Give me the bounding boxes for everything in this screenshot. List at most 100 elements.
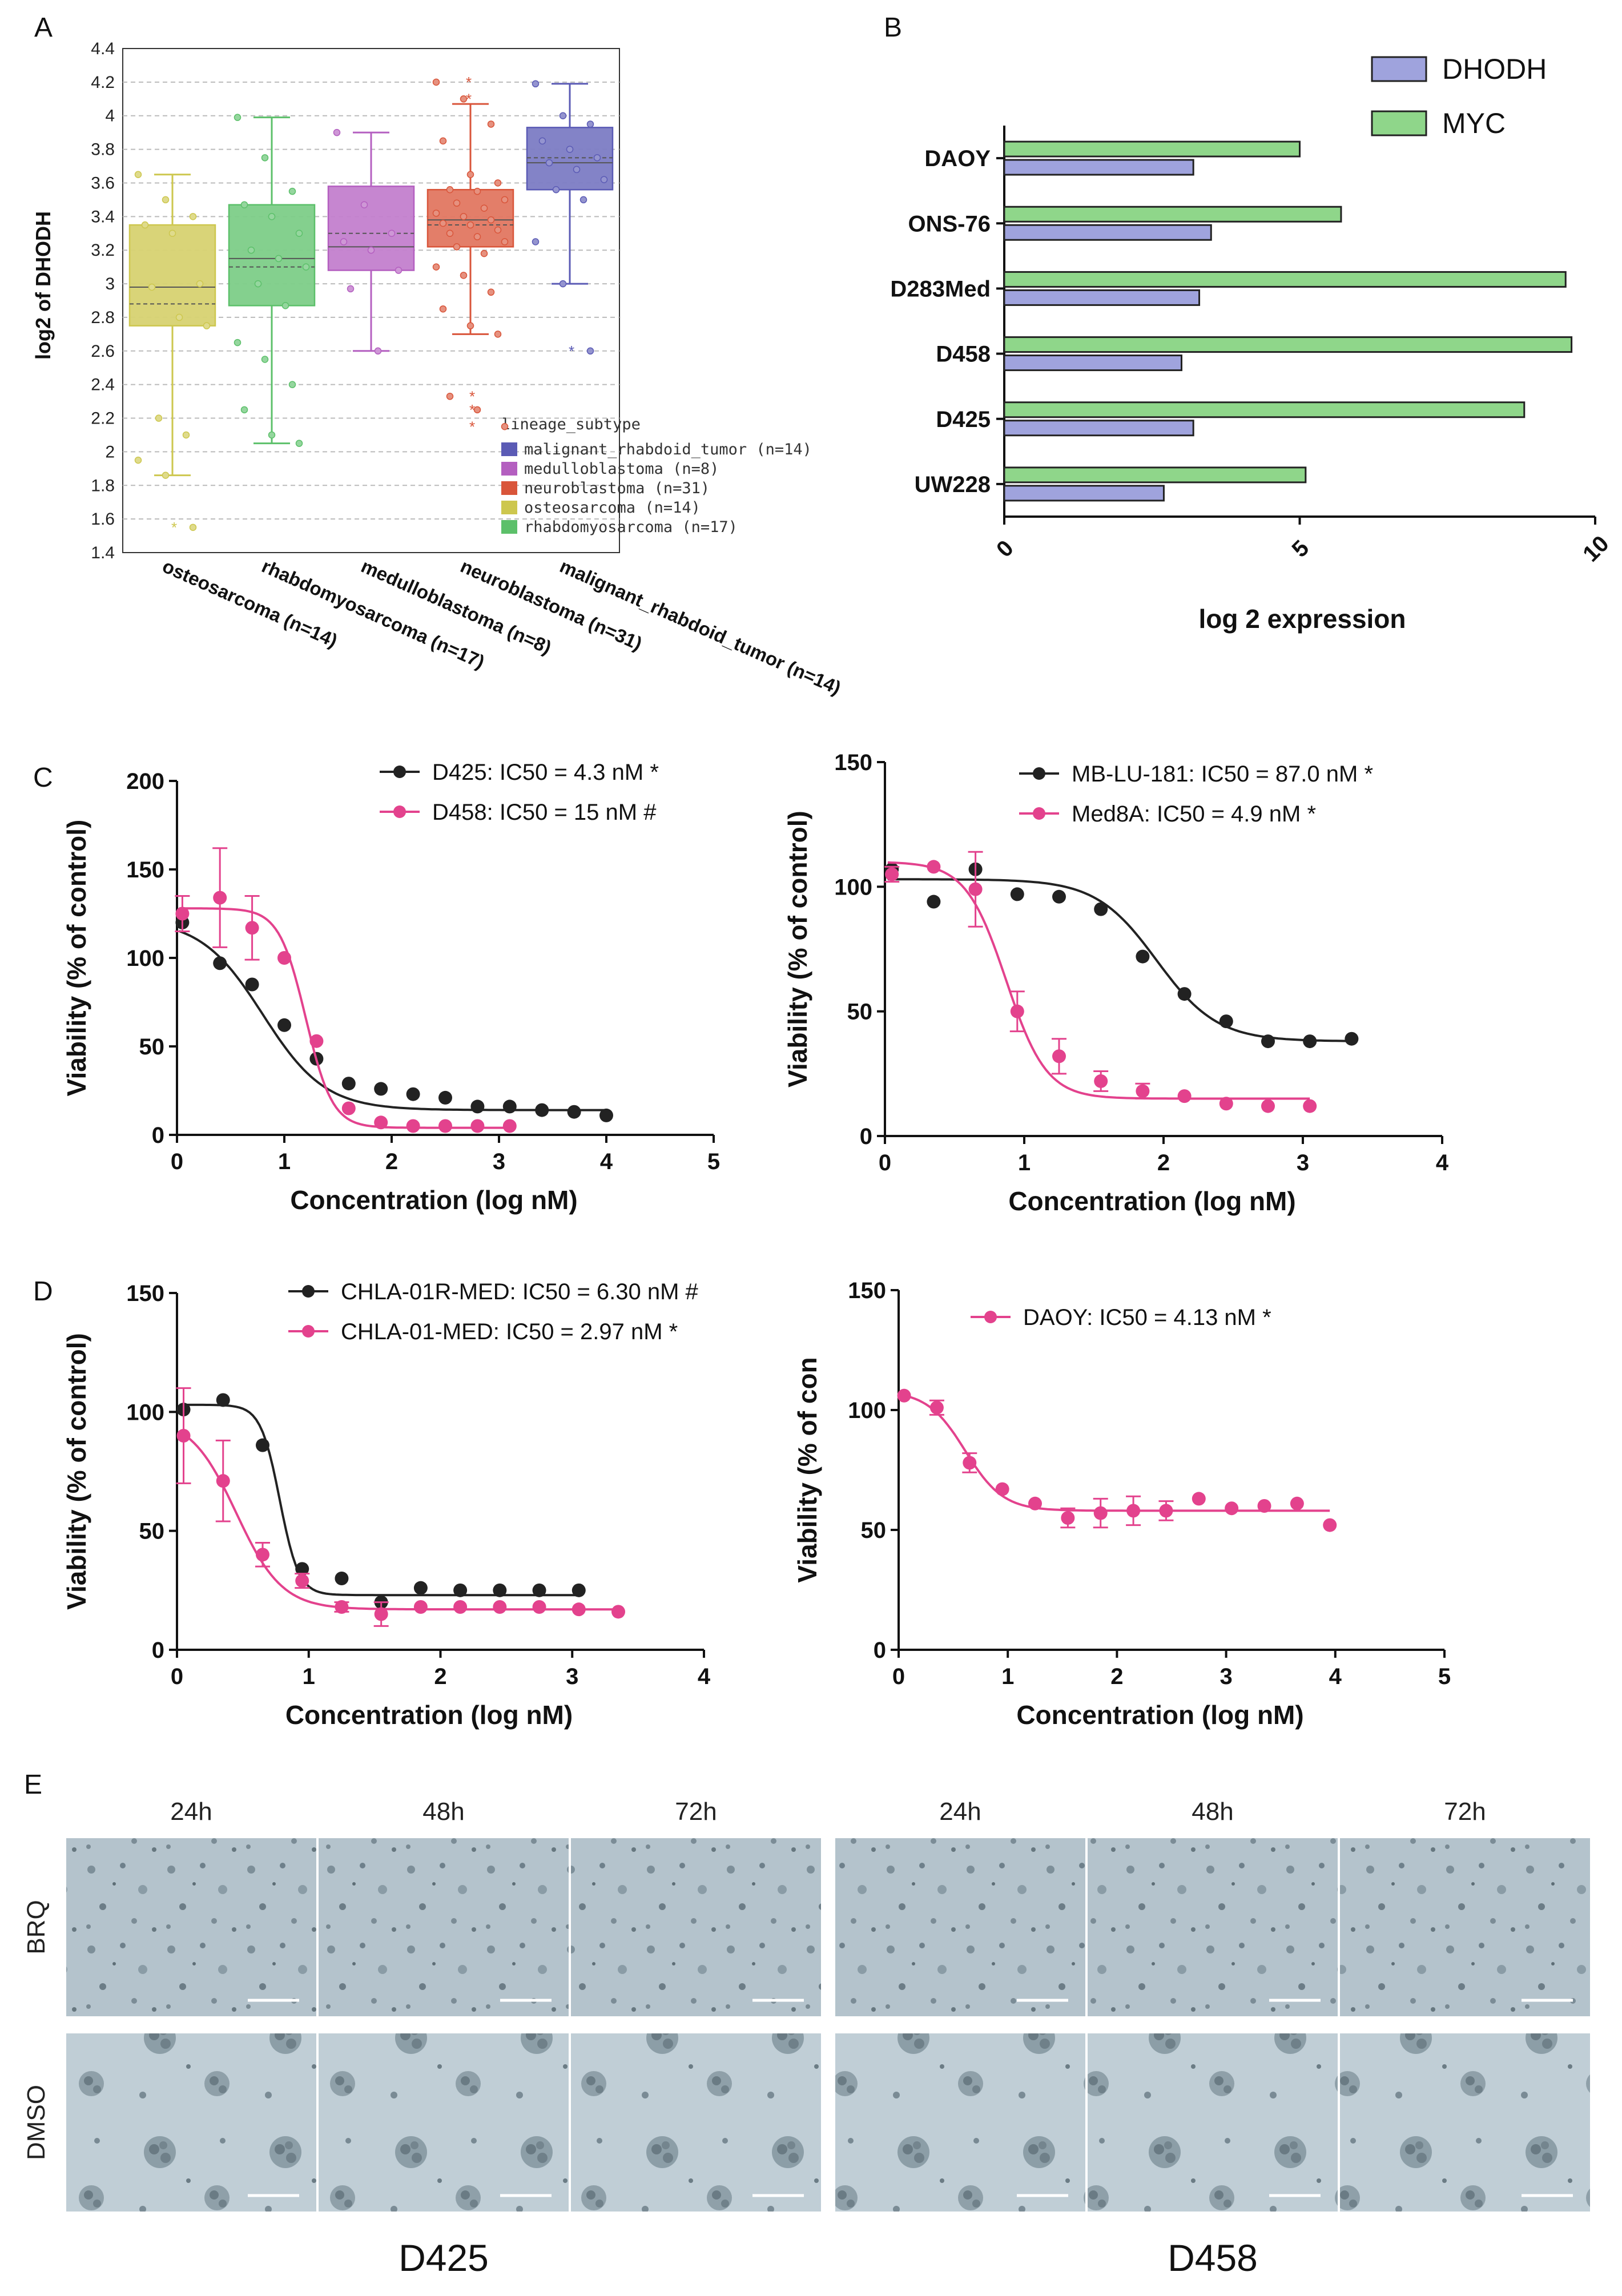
- panel-a-ytick: 1.4: [91, 543, 115, 562]
- panel-a-point: [367, 246, 375, 254]
- dose-point: [927, 860, 941, 874]
- dose-point: [255, 1438, 269, 1452]
- micrograph-row-label: DMSO: [22, 2085, 50, 2160]
- dose-xtick: 4: [698, 1664, 711, 1689]
- panel-a-point: [473, 187, 481, 195]
- dose-point: [995, 1482, 1009, 1496]
- dose-legend-label: CHLA-01-MED: IC50 = 2.97 nM *: [341, 1319, 678, 1344]
- panel-a-boxplot: log2 of DHODH lineage_subtype 1.41.61.82…: [31, 39, 844, 699]
- dose-point: [1061, 1511, 1075, 1525]
- panel-a-point: [288, 381, 296, 388]
- panel-a-point: [388, 229, 396, 237]
- dose-point: [1028, 1496, 1042, 1510]
- panel-a-point: [175, 313, 183, 321]
- dose-fit-curve: [179, 930, 606, 1111]
- panel-b-xtick: 10: [1578, 531, 1614, 567]
- panel-a-point: [141, 221, 149, 229]
- dose-ylabel: Viability (% of control): [783, 811, 812, 1087]
- panel-a-point: [374, 347, 382, 355]
- dose-point: [502, 1099, 517, 1114]
- panel-a-point: [162, 196, 170, 204]
- dose-point: [1219, 1097, 1233, 1111]
- dose-point: [571, 1602, 586, 1617]
- panel-b-bar-dhodh: [1003, 159, 1194, 176]
- dose-point: [438, 1090, 452, 1105]
- panel-a-point: [268, 431, 276, 439]
- dose-point: [277, 951, 291, 965]
- dose-xtick: 3: [493, 1149, 505, 1174]
- panel-a-point: [480, 204, 488, 212]
- panel-a-ytick: 4.2: [91, 73, 115, 92]
- dose-point: [1290, 1496, 1304, 1510]
- panel-b-xlabel: log 2 expression: [1198, 604, 1406, 634]
- panel-a-point: [487, 120, 495, 128]
- panel-a-ytick: 3.4: [91, 207, 115, 226]
- panel-b-bar-myc: [1003, 140, 1301, 158]
- dose-point: [493, 1583, 507, 1597]
- panel-a-point: [532, 80, 540, 88]
- panel-c-left-chart: 0 50 100 150 200 0 1 2 3 4 5 Concentration (log nM)…: [62, 760, 720, 1215]
- panel-a-point: [281, 302, 289, 309]
- panel-d-right-chart: 0 50 100 150 0 1 2 3 4 5 Concentration (log nM) Via…: [792, 1278, 1451, 1730]
- dose-ytick: 50: [861, 1518, 887, 1543]
- panel-b-bar-myc: [1003, 271, 1567, 288]
- panel-a-legend-label: malignant_rhabdoid_tumor (n=14): [524, 441, 812, 458]
- panel-b-bar-myc: [1003, 401, 1526, 418]
- dose-ytick: 100: [834, 875, 872, 900]
- panel-a-legend-label: neuroblastoma (n=31): [524, 480, 710, 497]
- dose-xtick: 5: [707, 1149, 720, 1174]
- dose-point: [341, 1077, 356, 1091]
- panel-a-point: [295, 229, 303, 237]
- dose-point: [1159, 1504, 1173, 1518]
- dose-point: [309, 1034, 324, 1048]
- dose-fit-curve: [179, 1431, 618, 1611]
- panel-a-point: [579, 196, 587, 204]
- dose-point: [1094, 1074, 1108, 1088]
- panel-a-point: [453, 243, 461, 251]
- dose-point: [567, 1105, 581, 1119]
- panel-a-point: [261, 356, 269, 363]
- dose-xtick: 4: [1436, 1150, 1449, 1175]
- panel-a-point: [501, 423, 509, 430]
- dose-fit-curve: [179, 907, 510, 1129]
- panel-a-ytick: 4: [105, 107, 115, 126]
- panel-a-outlier: *: [469, 418, 475, 435]
- dose-point: [213, 956, 227, 970]
- dose-point: [532, 1583, 546, 1597]
- panel-a-point: [532, 238, 540, 245]
- dose-point: [453, 1583, 468, 1597]
- panel-b-bar-dhodh: [1003, 224, 1212, 241]
- panel-a-point: [439, 305, 447, 313]
- panel-a-point: [134, 456, 142, 464]
- panel-a-ytick: 3: [105, 275, 115, 293]
- panel-a-point: [432, 78, 440, 86]
- dose-legend-marker: [302, 1285, 315, 1298]
- panel-a-frame: [122, 48, 620, 553]
- dose-ytick: 200: [126, 769, 164, 794]
- panel-a-point: [302, 263, 310, 271]
- panel-a-point: [340, 238, 348, 245]
- panel-b-category-label: UW228: [915, 472, 991, 497]
- dose-point: [213, 891, 227, 905]
- panel-a-point: [432, 263, 440, 271]
- panel-a-point: [545, 159, 553, 167]
- dose-point: [341, 1101, 356, 1115]
- panel-a-point: [234, 114, 242, 121]
- panel-a-point: [446, 186, 454, 194]
- dose-point: [1225, 1501, 1239, 1516]
- panel-a-point: [487, 216, 495, 224]
- panel-b-category-label: ONS-76: [908, 211, 991, 236]
- dose-point: [335, 1572, 349, 1585]
- dose-xtick: 0: [879, 1150, 891, 1175]
- panel-a-point: [288, 187, 296, 195]
- dose-ylabel: Viability (% of control): [62, 820, 91, 1097]
- panel-b-legend-swatch: [1371, 110, 1427, 136]
- panel-d-left-chart: 0 50 100 150 0 1 2 3 4 Concentration (log nM) Viab…: [62, 1279, 711, 1730]
- panel-a-point: [460, 272, 468, 279]
- panel-b-barchart: log 2 expression 0 5 10 DAOY ONS-76 D283Med D4…: [890, 53, 1614, 634]
- panel-b-legend-label: DHODH: [1442, 53, 1547, 85]
- dose-point: [1052, 1049, 1066, 1064]
- dose-xtick: 2: [385, 1149, 398, 1174]
- dose-point: [413, 1581, 428, 1595]
- panel-a-point: [234, 339, 242, 347]
